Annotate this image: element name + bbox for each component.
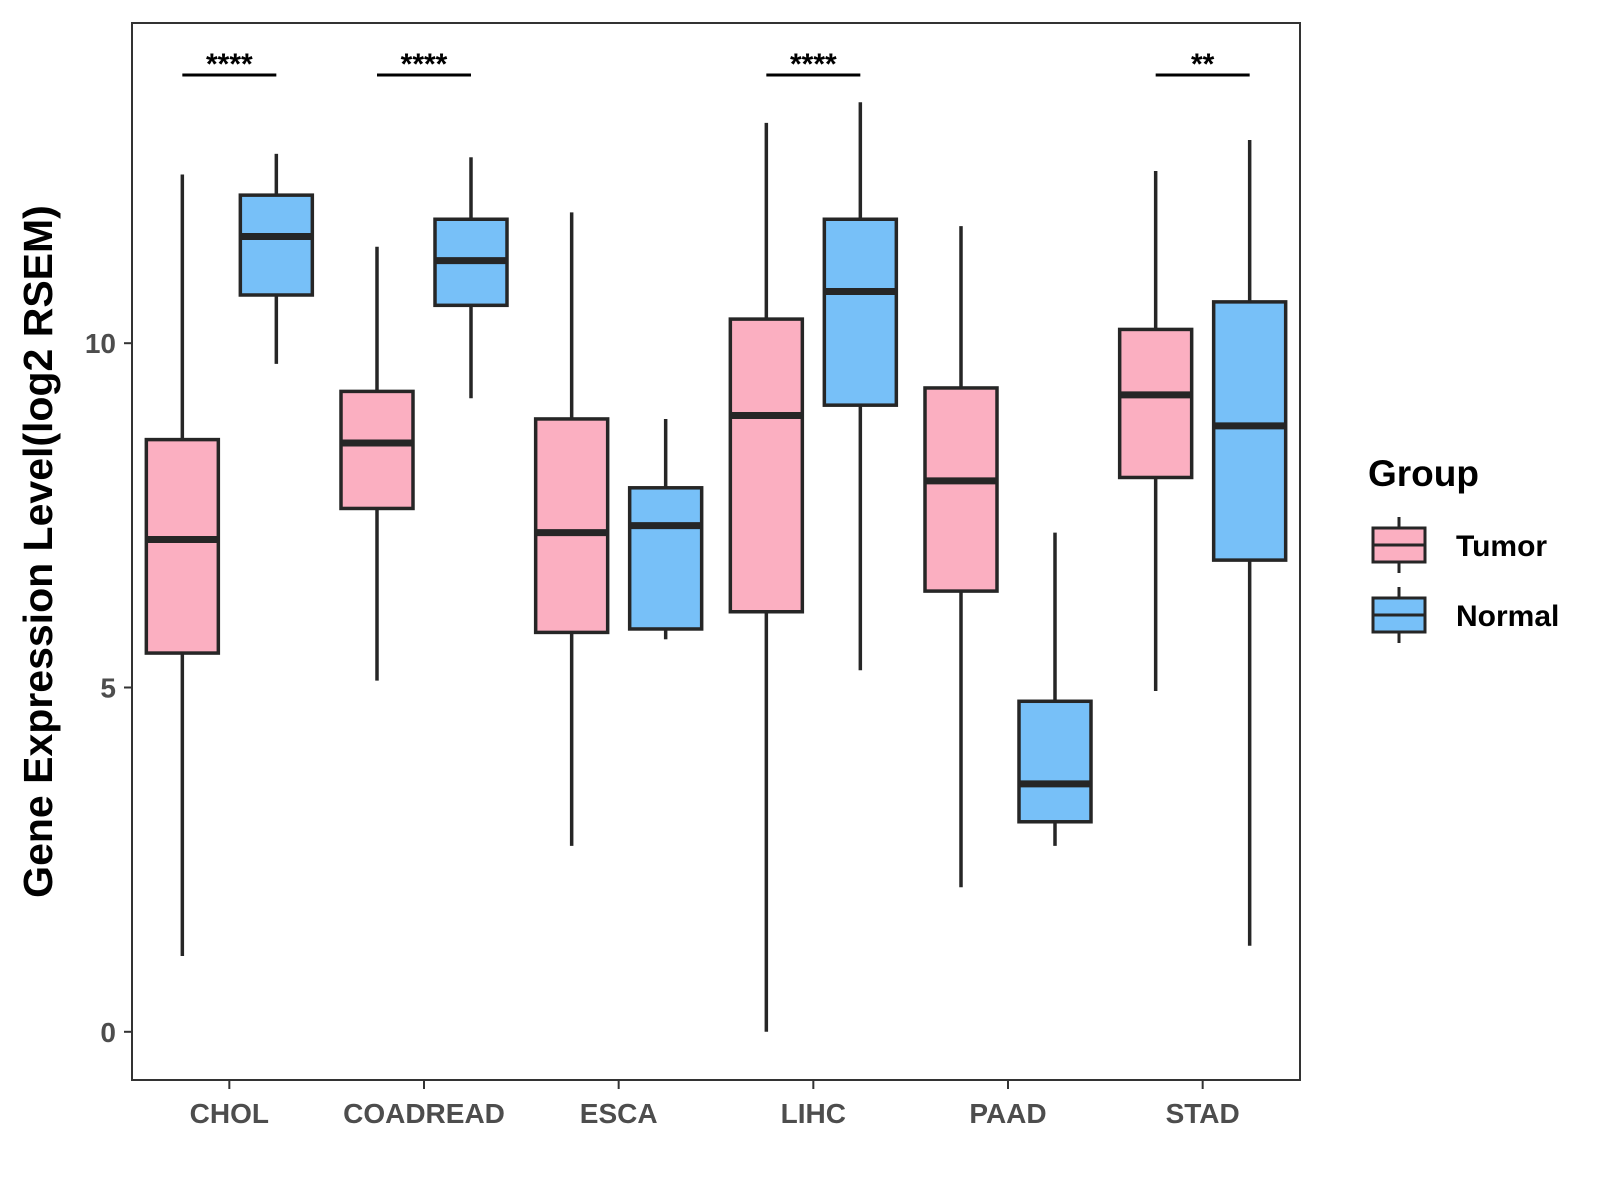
y-axis: 0 5 10 <box>85 328 132 1048</box>
legend-title: Group <box>1368 453 1479 494</box>
y-tick-label: 0 <box>100 1017 116 1048</box>
box-normal-chol <box>238 153 315 364</box>
x-tick-label-paad: PAAD <box>969 1098 1046 1129</box>
legend: Group Tumor Normal <box>1368 453 1559 643</box>
significance-lihc: **** <box>766 48 861 81</box>
box-normal-lihc <box>822 102 899 671</box>
box-tumor-lihc <box>728 122 805 1032</box>
box-normal-stad <box>1211 140 1288 946</box>
x-tick-label-coadread: COADREAD <box>343 1098 505 1129</box>
y-axis-label: Gene Expression Level(log2 RSEM) <box>15 205 61 898</box>
significance-label: **** <box>401 48 448 81</box>
significance-label: **** <box>206 48 253 81</box>
x-tick-label-chol: CHOL <box>190 1098 269 1129</box>
box-iqr <box>533 417 610 635</box>
x-axis: CHOL COADREAD ESCA LIHC PAAD STAD <box>190 1080 1240 1129</box>
x-tick-label-stad: STAD <box>1166 1098 1240 1129</box>
box-tumor-stad <box>1117 171 1194 691</box>
box-tumor-chol <box>144 174 221 957</box>
box-iqr <box>339 389 415 511</box>
box-normal-esca <box>627 418 704 640</box>
box-iqr <box>627 486 704 631</box>
box-series-group <box>144 102 1288 1032</box>
box-iqr <box>1211 300 1288 562</box>
box-iqr <box>822 217 899 407</box>
box-tumor-coadread <box>339 246 415 681</box>
significance-chol: **** <box>182 48 277 81</box>
y-tick-label: 10 <box>85 328 116 359</box>
box-iqr <box>728 317 805 614</box>
legend-item-normal: Normal <box>1371 587 1559 643</box>
box-tumor-paad <box>923 226 999 888</box>
legend-item-tumor: Tumor <box>1371 517 1547 573</box>
legend-label-tumor: Tumor <box>1456 530 1547 563</box>
box-iqr <box>238 193 315 297</box>
legend-label-normal: Normal <box>1456 600 1559 633</box>
significance-coadread: **** <box>377 48 471 81</box>
x-tick-label-lihc: LIHC <box>781 1098 846 1129</box>
x-tick-label-esca: ESCA <box>580 1098 658 1129</box>
legend-keys: Tumor Normal <box>1371 517 1559 643</box>
significance-label: **** <box>790 48 837 81</box>
box-tumor-esca <box>533 212 610 846</box>
y-tick-label: 5 <box>100 672 116 703</box>
box-normal-paad <box>1017 532 1093 846</box>
plot-panel-border <box>131 22 1301 1081</box>
box-iqr <box>923 386 999 593</box>
box-iqr <box>144 437 221 655</box>
significance-stad: ** <box>1155 48 1250 81</box>
significance-annotations: **** **** **** ** <box>182 48 1250 81</box>
box-iqr <box>1117 327 1194 480</box>
box-iqr <box>1017 699 1093 824</box>
significance-label: ** <box>1191 48 1215 81</box>
box-normal-coadread <box>433 157 509 399</box>
